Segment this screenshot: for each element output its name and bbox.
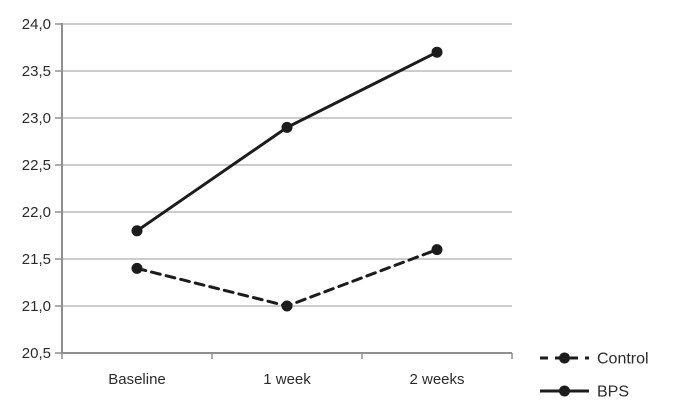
y-tick-label: 22,0 <box>22 204 51 221</box>
y-tick-label: 22,5 <box>22 157 51 174</box>
data-point-marker-control <box>281 300 293 312</box>
x-category-label: 1 week <box>263 371 311 388</box>
legend-marker-bps <box>559 385 570 397</box>
y-tick-label: 23,0 <box>22 110 51 127</box>
legend-item-control: Control <box>540 351 649 368</box>
legend-label-control: Control <box>597 351 649 368</box>
data-point-marker-bps <box>431 46 443 58</box>
y-tick-label: 21,0 <box>22 298 51 315</box>
x-category-label: Baseline <box>108 371 166 388</box>
data-point-marker-control <box>431 244 443 256</box>
legend-marker-control <box>559 352 570 364</box>
y-tick-label: 24,0 <box>22 16 51 33</box>
legend-label-bps: BPS <box>597 384 629 401</box>
x-category-label: 2 weeks <box>409 371 464 388</box>
data-point-marker-bps <box>131 225 143 237</box>
y-tick-label: 21,5 <box>22 251 51 268</box>
data-point-marker-bps <box>281 121 293 133</box>
data-point-marker-control <box>131 262 143 274</box>
legend-item-bps: BPS <box>540 384 629 401</box>
y-tick-label: 23,5 <box>22 63 51 80</box>
y-tick-label: 20,5 <box>22 345 51 362</box>
